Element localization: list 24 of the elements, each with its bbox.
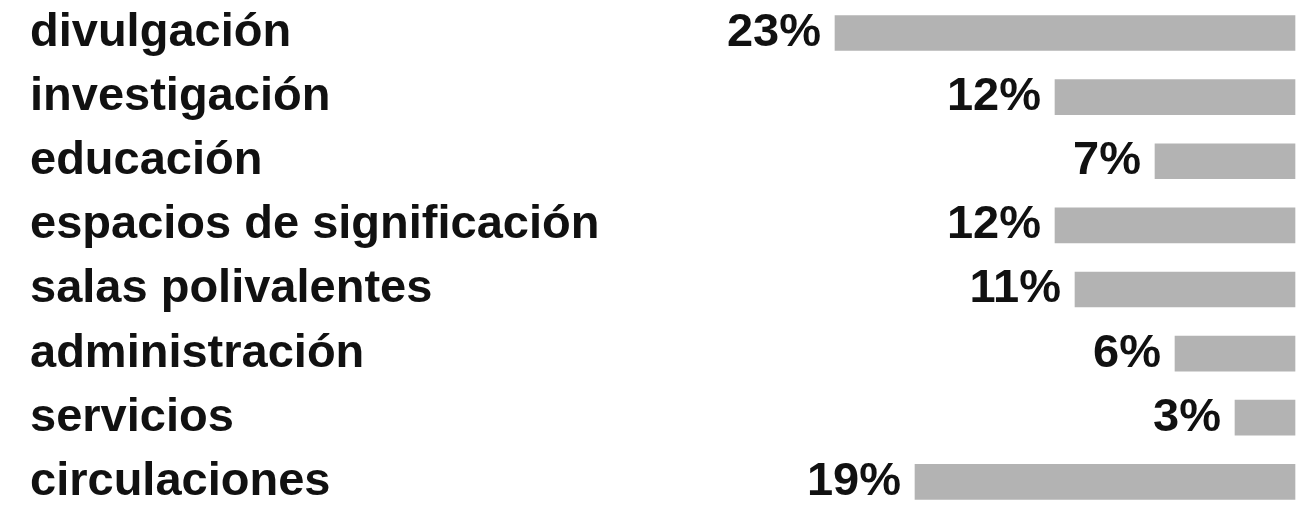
data-label: 23% bbox=[726, 2, 821, 56]
y-tick-label: investigación bbox=[30, 67, 331, 121]
data-label: 12% bbox=[946, 195, 1041, 249]
y-tick-label: servicios bbox=[30, 387, 234, 441]
y-tick-label: espacios de significación bbox=[30, 195, 600, 249]
y-tick-label: educación bbox=[30, 131, 263, 185]
bar bbox=[834, 15, 1296, 51]
data-label: 11% bbox=[969, 259, 1061, 313]
bar bbox=[1154, 143, 1296, 180]
y-tick-label: divulgación bbox=[30, 2, 292, 56]
y-tick-label: administración bbox=[30, 323, 365, 377]
bar bbox=[1054, 79, 1296, 115]
data-label: 12% bbox=[946, 67, 1041, 121]
data-label: 19% bbox=[806, 451, 901, 505]
bar bbox=[1234, 399, 1296, 436]
bar bbox=[1174, 335, 1296, 372]
bar bbox=[1054, 207, 1296, 244]
y-tick-label: circulaciones bbox=[30, 451, 331, 505]
data-label: 6% bbox=[1093, 323, 1161, 377]
data-label: 3% bbox=[1153, 387, 1221, 441]
data-label: 7% bbox=[1073, 131, 1141, 185]
bar bbox=[1074, 271, 1296, 308]
bar bbox=[914, 463, 1296, 500]
y-tick-label: salas polivalentes bbox=[30, 259, 433, 313]
